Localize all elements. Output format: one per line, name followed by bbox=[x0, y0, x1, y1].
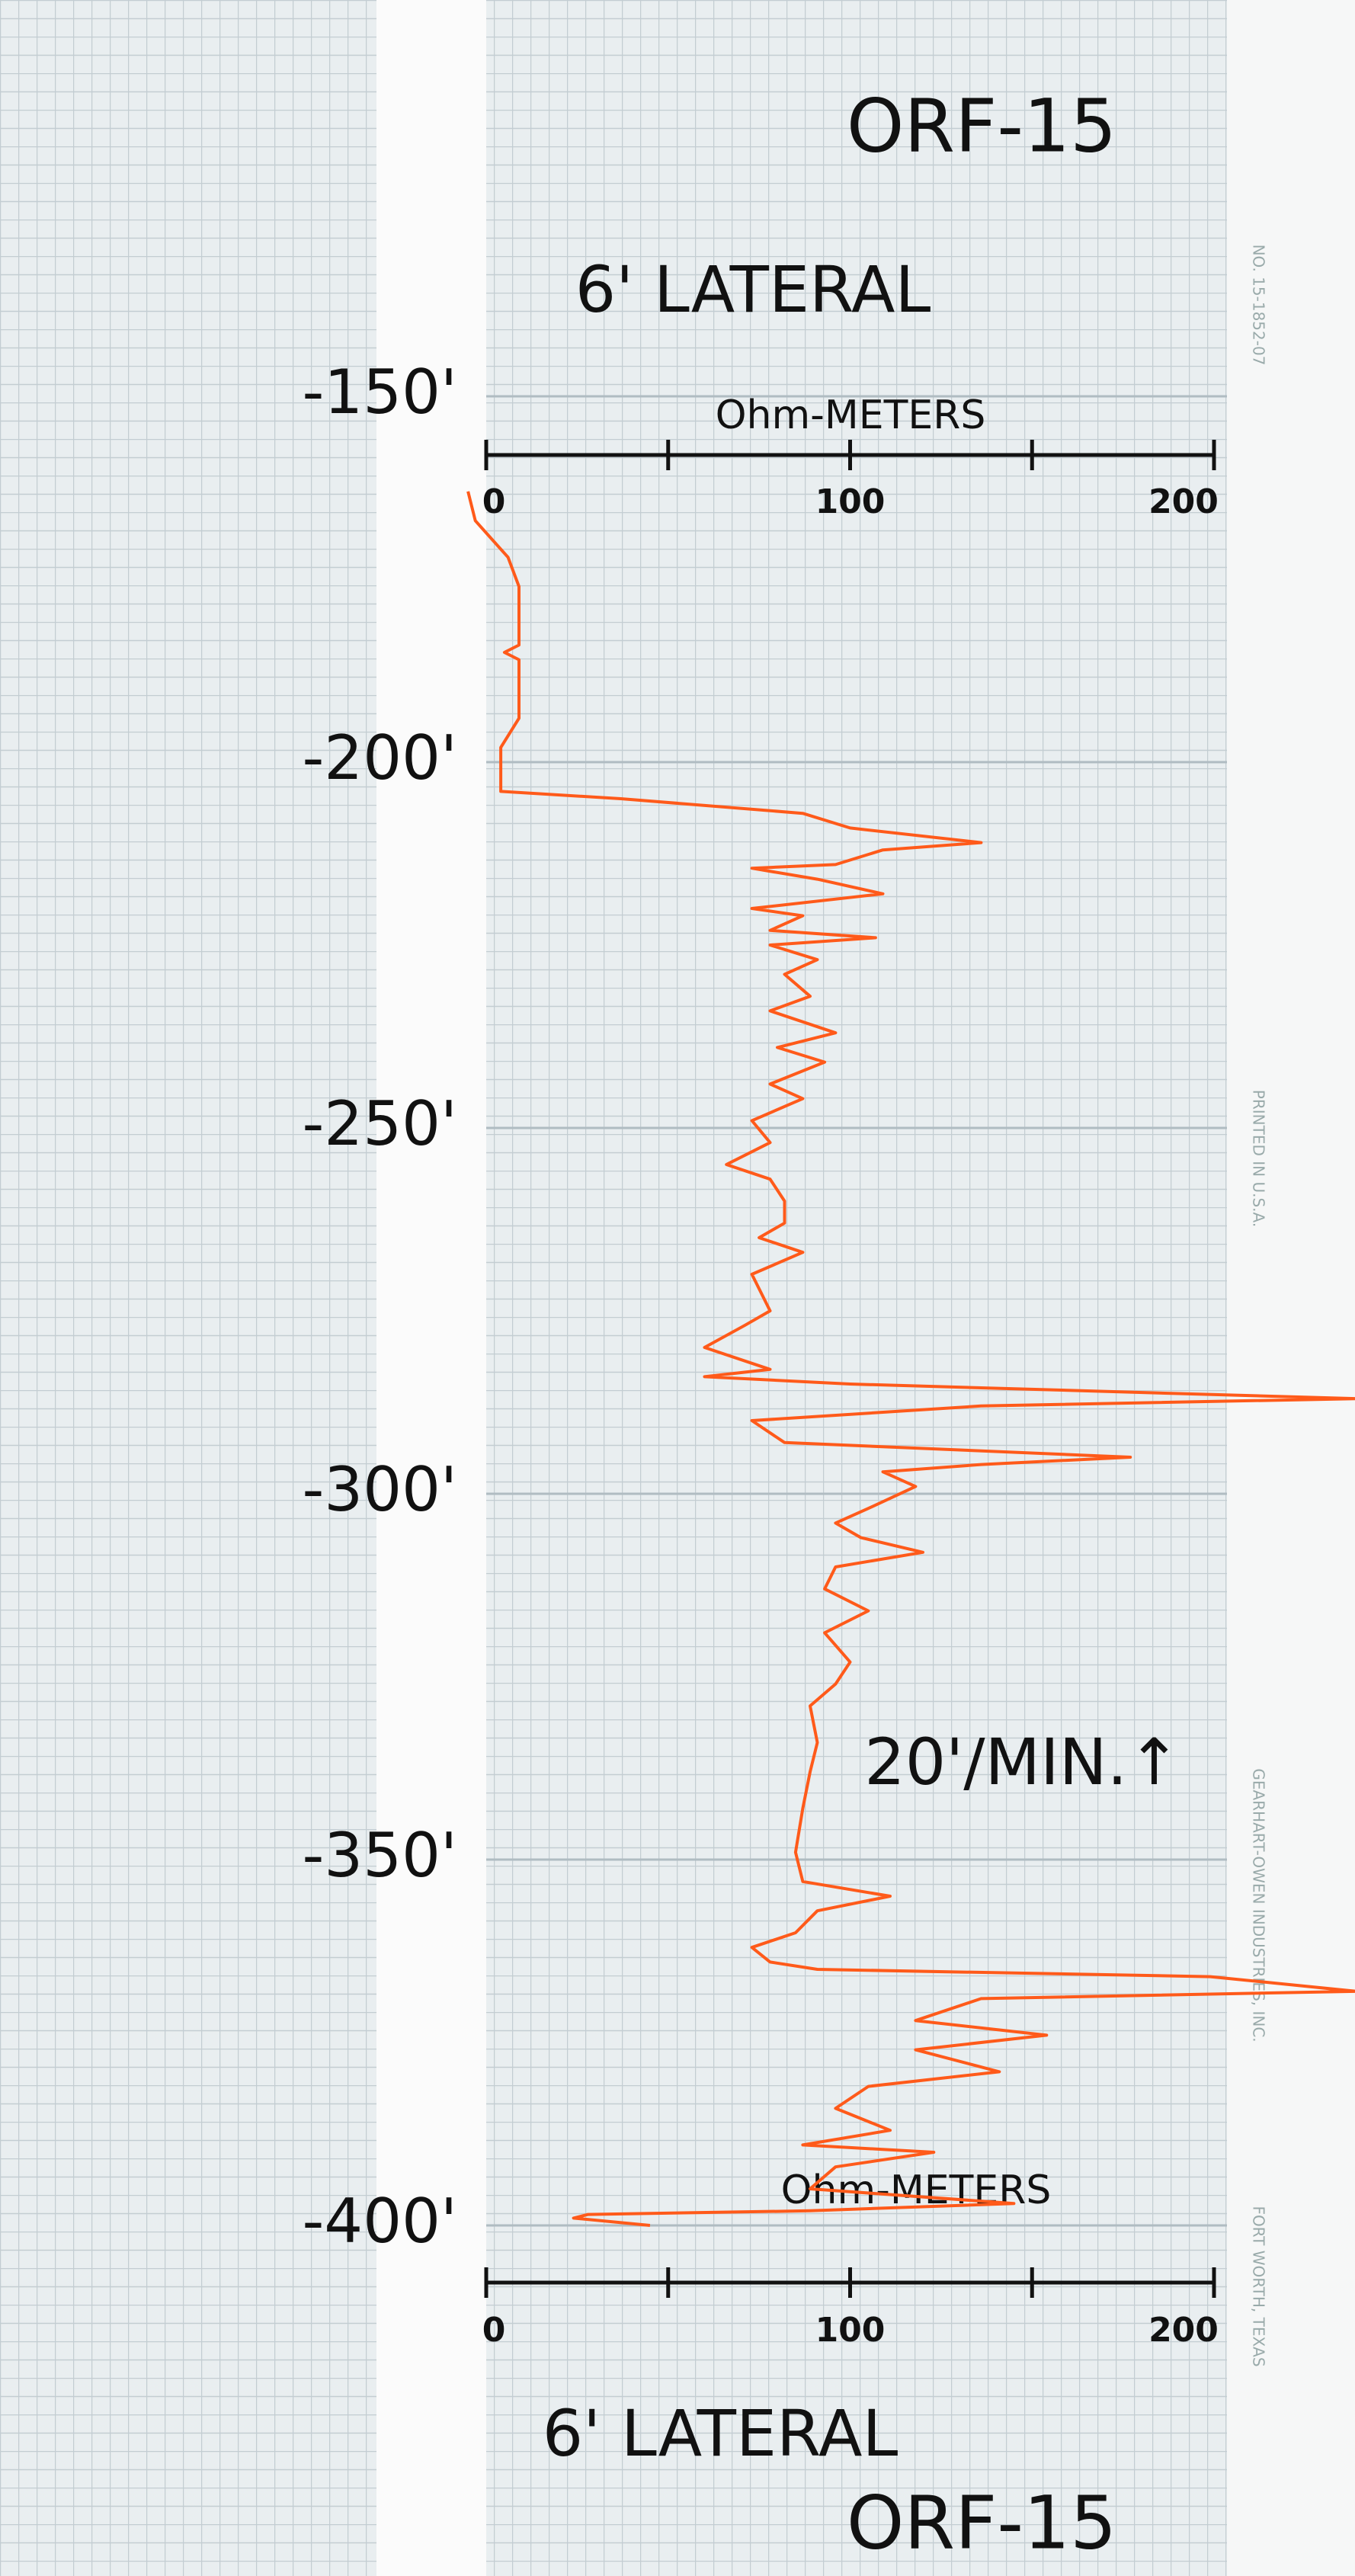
y-tick-label: -300' bbox=[302, 1454, 457, 1525]
x-tick-label: 100 bbox=[815, 2311, 886, 2350]
margin-text: PRINTED IN U.S.A. bbox=[1250, 1090, 1268, 1227]
paper-margin bbox=[1227, 0, 1355, 2576]
chart-subtitle: 6' LATERAL bbox=[575, 252, 931, 327]
y-tick-label: -400' bbox=[302, 2186, 457, 2257]
margin-text: FORT WORTH, TEXAS bbox=[1250, 2206, 1268, 2366]
grid-paper bbox=[0, 0, 376, 2576]
x-tick-label: 0 bbox=[482, 2311, 506, 2350]
chart-title: ORF-15 bbox=[847, 83, 1116, 168]
margin-text: GEARHART-OWEN INDUSTRIES, INC. bbox=[1250, 1768, 1268, 2042]
x-axis-label: Ohm-METERS bbox=[716, 392, 986, 438]
grid-group bbox=[486, 395, 1227, 2227]
x-tick-label: 100 bbox=[815, 482, 886, 521]
x-tick-label: 0 bbox=[482, 482, 506, 521]
chart-title: ORF-15 bbox=[847, 2480, 1116, 2565]
log-curve bbox=[466, 491, 1355, 2227]
y-tick-label: -350' bbox=[302, 1820, 457, 1891]
x-tick-label: 200 bbox=[1148, 482, 1219, 521]
y-tick-label: -250' bbox=[302, 1088, 457, 1159]
annotation: 20'/MIN.↑ bbox=[864, 1725, 1180, 1799]
axes-group: -150' -200' -250' -300' -350' -400' 0 100 200 0 10… bbox=[302, 357, 1218, 2350]
blank-strip bbox=[376, 0, 486, 2576]
chart-subtitle: 6' LATERAL bbox=[543, 2396, 899, 2471]
y-tick-label: -200' bbox=[302, 722, 457, 793]
y-tick-label: -150' bbox=[302, 357, 457, 428]
x-tick-label: 200 bbox=[1148, 2311, 1219, 2350]
margin-text: NO. 15-1852-07 bbox=[1250, 245, 1268, 366]
margin-text-group: GEARHART-OWEN INDUSTRIES, INC. FORT WORTH… bbox=[1250, 245, 1268, 2367]
